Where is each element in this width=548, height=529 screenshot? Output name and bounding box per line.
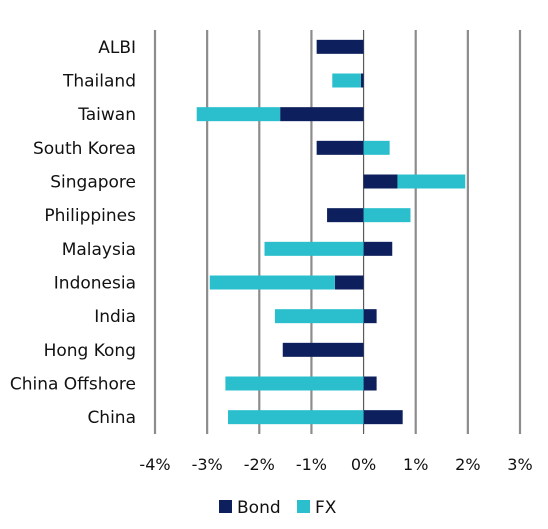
x-axis-tick-labels: -4% -3% -2% -1% 0% 1% 2% 3%: [139, 455, 532, 474]
bar-bond-7: [334, 275, 364, 290]
bar-fx-7: [209, 275, 335, 290]
bar-bond-9: [282, 342, 364, 357]
bar-bond-3: [316, 140, 364, 155]
bar-bond-1: [360, 73, 364, 88]
bar-bond-8: [363, 309, 377, 324]
category-label: China Offshore: [10, 375, 136, 395]
category-labels: ALBI Thailand Taiwan South Korea Singapore Ph…: [10, 38, 136, 428]
bar-fx-11: [228, 410, 364, 425]
bar-bond-11: [363, 410, 403, 425]
category-label: India: [94, 307, 136, 327]
x-tick-label: -3%: [192, 455, 223, 474]
legend-swatch-fx: [297, 500, 310, 513]
x-tick-label: 0%: [351, 455, 376, 474]
x-tick-label: 2%: [455, 455, 480, 474]
category-label: Indonesia: [54, 274, 136, 294]
bars: [196, 39, 466, 425]
bar-fx-8: [274, 309, 364, 324]
bar-bond-6: [363, 241, 393, 256]
bar-fx-10: [225, 376, 364, 391]
legend-swatch-bond: [219, 500, 232, 513]
bar-bond-10: [363, 376, 377, 391]
category-label: Taiwan: [77, 105, 136, 125]
category-label: Hong Kong: [44, 341, 136, 361]
category-label: South Korea: [33, 139, 136, 159]
category-label: ALBI: [98, 38, 136, 58]
legend: Bond FX: [219, 498, 337, 518]
category-label: Thailand: [62, 72, 136, 92]
category-label: Singapore: [50, 173, 136, 193]
bar-bond-5: [327, 208, 364, 223]
bar-fx-5: [363, 208, 411, 223]
x-tick-label: 1%: [403, 455, 428, 474]
bar-fx-3: [363, 140, 390, 155]
x-tick-label: -2%: [244, 455, 275, 474]
gridlines: [153, 30, 522, 434]
bar-fx-4: [397, 174, 466, 189]
x-tick-label: 3%: [507, 455, 532, 474]
bar-fx-2: [196, 107, 281, 122]
bar-bond-0: [316, 39, 364, 54]
category-label: China: [87, 408, 136, 428]
legend-label-fx: FX: [315, 498, 337, 518]
bar-fx-1: [332, 73, 361, 88]
bar-fx-6: [264, 241, 364, 256]
category-label: Malaysia: [62, 240, 136, 260]
x-tick-label: -1%: [296, 455, 327, 474]
bar-bond-4: [363, 174, 398, 189]
legend-label-bond: Bond: [237, 498, 281, 518]
category-label: Philippines: [44, 206, 136, 226]
x-tick-label: -4%: [139, 455, 170, 474]
bar-bond-2: [280, 107, 364, 122]
